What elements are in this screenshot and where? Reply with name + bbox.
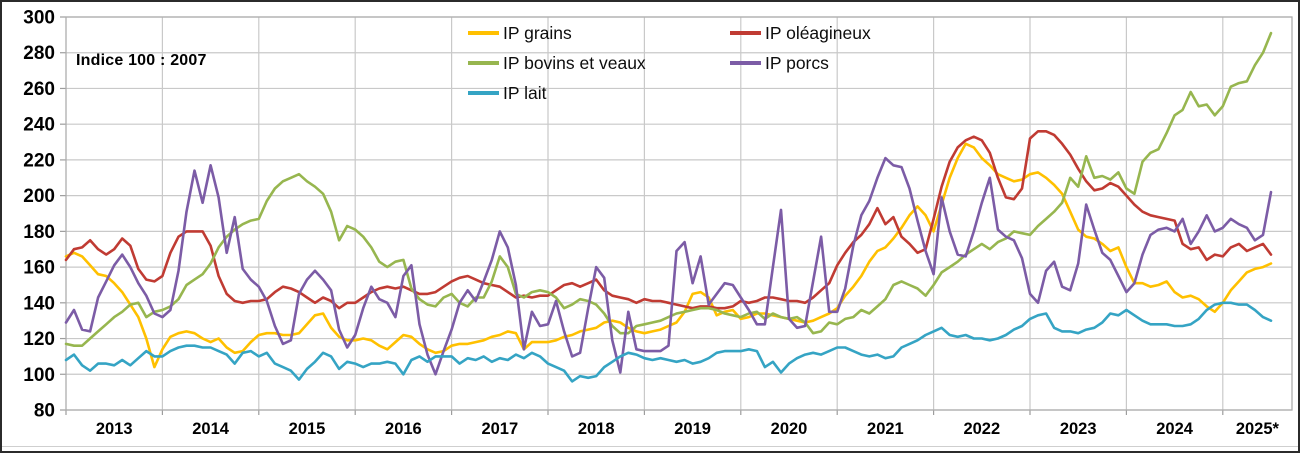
porcs-line-swatch	[730, 61, 761, 65]
svg-text:2025*: 2025*	[1236, 420, 1280, 438]
svg-text:2016: 2016	[385, 420, 422, 438]
legend-item-lait: IP lait	[468, 82, 546, 104]
svg-text:300: 300	[23, 8, 55, 29]
svg-text:200: 200	[23, 186, 55, 207]
legend-label-oleagineux: IP oléagineux	[765, 23, 871, 43]
legend-label-porcs: IP porcs	[765, 53, 829, 73]
svg-text:220: 220	[23, 150, 55, 171]
svg-text:2018: 2018	[578, 420, 615, 438]
svg-text:160: 160	[23, 258, 55, 279]
svg-text:2014: 2014	[192, 420, 230, 438]
legend-label-bovins: IP bovins et veaux	[503, 53, 646, 73]
svg-text:240: 240	[23, 115, 55, 136]
lait-line-swatch	[468, 91, 499, 95]
svg-text:100: 100	[23, 365, 55, 386]
chart-legend: IP grains IP oléagineux IP bovins et vea…	[2, 2, 1298, 112]
legend-item-grains: IP grains	[468, 22, 572, 44]
svg-text:2015: 2015	[289, 420, 326, 438]
svg-text:2021: 2021	[867, 420, 904, 438]
bovins-line-swatch	[468, 61, 499, 65]
legend-item-oleagineux: IP oléagineux	[730, 22, 871, 44]
legend-item-porcs: IP porcs	[730, 52, 829, 74]
svg-text:2020: 2020	[771, 420, 808, 438]
svg-text:180: 180	[23, 222, 55, 243]
legend-label-grains: IP grains	[503, 23, 572, 43]
grains-line-swatch	[468, 31, 499, 35]
svg-text:280: 280	[23, 43, 55, 64]
svg-text:2019: 2019	[674, 420, 711, 438]
svg-text:140: 140	[23, 293, 55, 314]
legend-label-lait: IP lait	[503, 83, 547, 103]
chart-bottom-rule	[2, 446, 1298, 447]
svg-text:2017: 2017	[481, 420, 518, 438]
legend-item-bovins: IP bovins et veaux	[468, 52, 646, 74]
svg-text:120: 120	[23, 329, 55, 350]
svg-text:2022: 2022	[963, 420, 1000, 438]
svg-text:2024: 2024	[1156, 420, 1194, 438]
svg-text:260: 260	[23, 79, 55, 100]
oleagineux-line-swatch	[730, 31, 761, 35]
svg-text:80: 80	[34, 401, 55, 422]
base-index-note: Indice 100 : 2007	[76, 52, 207, 69]
svg-text:2023: 2023	[1060, 420, 1097, 438]
svg-text:2013: 2013	[96, 420, 133, 438]
